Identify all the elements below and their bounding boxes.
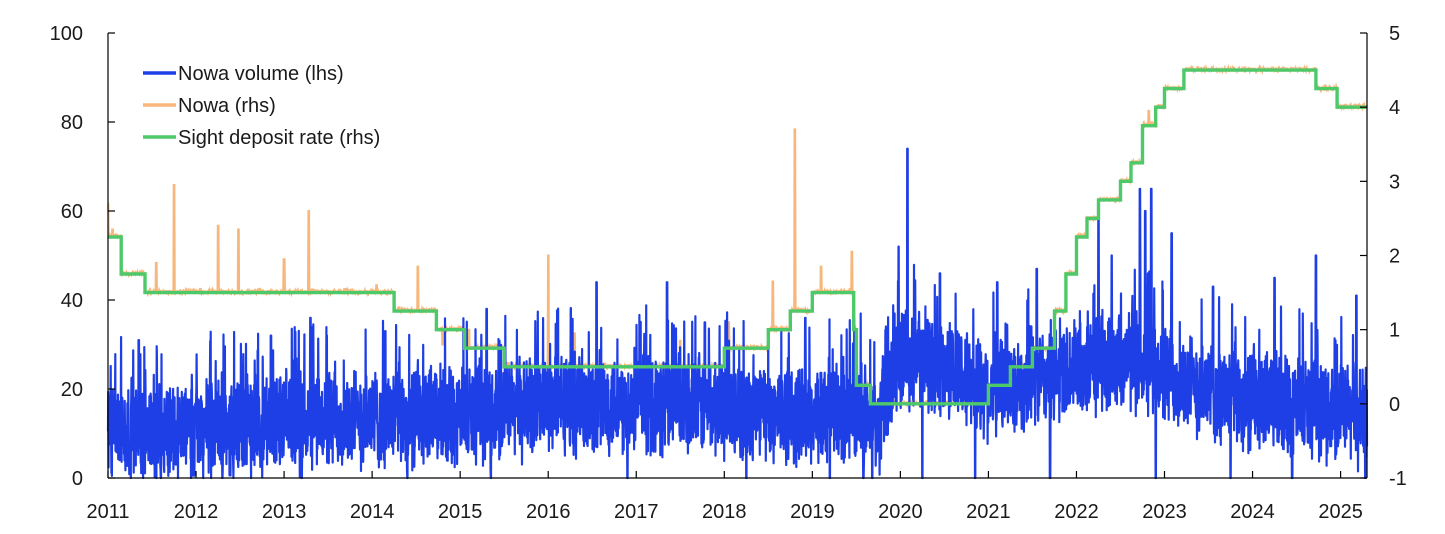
y-left-tick-label: 80 <box>61 112 83 134</box>
x-tick-label: 2014 <box>350 501 395 523</box>
y-right-tick-label: 5 <box>1389 23 1400 45</box>
y-left-tick-label: 60 <box>61 201 83 223</box>
y-right-tick-label: 1 <box>1389 320 1400 342</box>
legend-label-nowa: Nowa (rhs) <box>178 95 276 117</box>
axes: 0 20 40 60 80 100 -1 0 1 2 3 4 5 2011 2012 2013 2014 2015… <box>50 23 1407 523</box>
series-line-volume <box>106 147 1369 480</box>
x-tick-label: 2018 <box>702 501 747 523</box>
y-left-tick-label: 40 <box>61 290 83 312</box>
x-tick-label: 2022 <box>1054 501 1099 523</box>
y-right-tick-label: 4 <box>1389 97 1400 119</box>
x-tick-label: 2020 <box>878 501 923 523</box>
series-line-nowa <box>107 63 1368 409</box>
series-line-policy <box>108 68 1367 406</box>
y-left-tick-label: 100 <box>50 23 83 45</box>
plot-area <box>106 63 1369 480</box>
y-left-tick-label: 20 <box>61 379 83 401</box>
x-tick-label: 2017 <box>614 501 659 523</box>
legend-label-policy: Sight deposit rate (rhs) <box>178 127 380 149</box>
x-tick-label: 2025 <box>1318 501 1363 523</box>
y-left-tick-label: 0 <box>72 468 83 490</box>
y-right-tick-label: 3 <box>1389 171 1400 193</box>
x-tick-label: 2016 <box>526 501 571 523</box>
x-tick-label: 2015 <box>438 501 483 523</box>
x-tick-label: 2012 <box>174 501 219 523</box>
legend-label-volume: Nowa volume (lhs) <box>178 63 344 85</box>
x-tick-label: 2023 <box>1142 501 1187 523</box>
legend: Nowa volume (lhs) Nowa (rhs) Sight deposit… <box>143 63 380 149</box>
x-tick-label: 2021 <box>966 501 1011 523</box>
x-tick-label: 2011 <box>86 501 129 523</box>
x-tick-label: 2024 <box>1230 501 1275 523</box>
y-right-tick-label: 2 <box>1389 246 1400 268</box>
y-right-tick-label: -1 <box>1389 468 1407 490</box>
x-tick-label: 2019 <box>790 501 835 523</box>
x-tick-label: 2013 <box>262 501 307 523</box>
y-right-tick-label: 0 <box>1389 394 1400 416</box>
